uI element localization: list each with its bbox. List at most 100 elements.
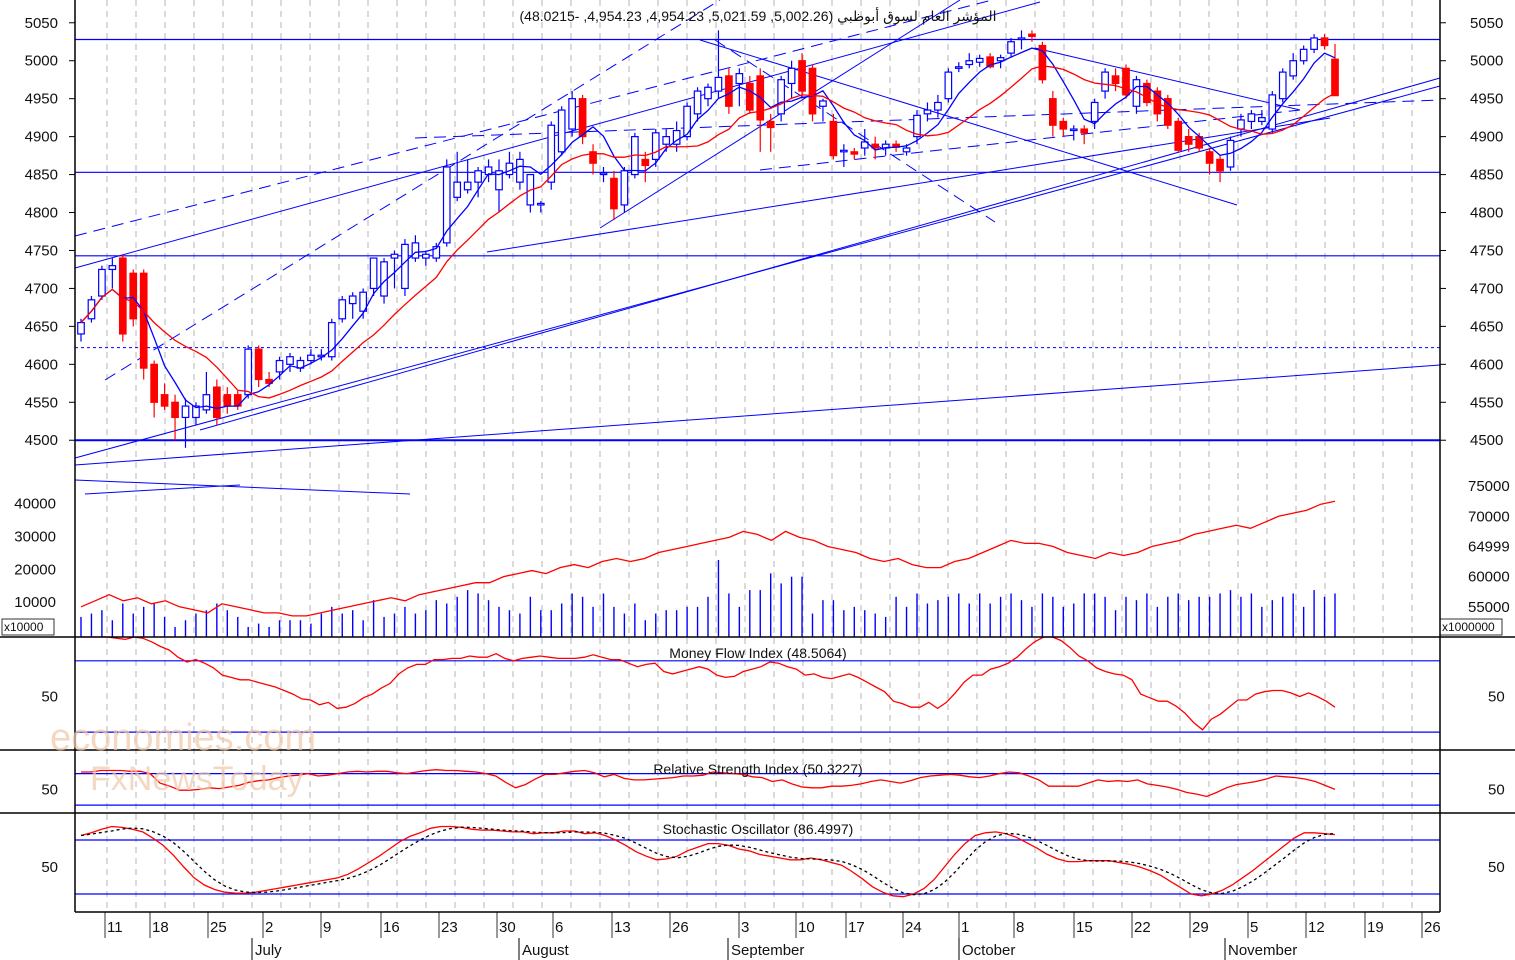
- x-day-label-23: 26: [1424, 919, 1441, 936]
- candle-body-79: [902, 147, 911, 153]
- candle-body-120: [1331, 58, 1339, 97]
- candle-body-58: [683, 105, 691, 138]
- trend-line-3: [74, 0, 995, 237]
- stochastic-k-line: [80, 825, 1336, 898]
- candle-body-71: [819, 100, 827, 107]
- price-label-left-7: 4850: [25, 167, 58, 184]
- candle-body-97: [1090, 101, 1099, 123]
- level-lines: [75, 38, 1440, 895]
- volume-label-left-2: 30000: [14, 529, 56, 546]
- sto-label-left: 50: [41, 859, 58, 876]
- candle-body-11: [192, 405, 200, 419]
- candle-body-69: [798, 60, 806, 92]
- candle-body-86: [975, 57, 984, 63]
- candle-body-48: [578, 98, 587, 138]
- trend-line-8: [699, 39, 1238, 206]
- candle-body-84: [954, 66, 963, 69]
- candle-body-12: [202, 394, 211, 411]
- candle-body-104: [1163, 98, 1172, 126]
- price-label-right-0: 4500: [1470, 432, 1503, 449]
- candle-body-85: [965, 60, 974, 66]
- price-label-right-5: 4750: [1470, 242, 1503, 259]
- candle-body-87: [986, 56, 995, 68]
- scale-badge-box-right: [1439, 618, 1503, 636]
- candle-body-6: [139, 272, 148, 369]
- candle-body-99: [1111, 75, 1120, 85]
- candle-body-1: [87, 299, 96, 320]
- volume-label-left-3: 40000: [14, 496, 56, 513]
- panel-frames: [0, 0, 1515, 913]
- volume-scale-badge-left: x10000: [4, 620, 44, 634]
- candle-body-10: [181, 405, 190, 419]
- candle-body-98: [1101, 71, 1109, 92]
- candle-body-56: [662, 136, 671, 145]
- candle-body-54: [641, 158, 650, 167]
- candle-body-49: [589, 151, 597, 164]
- price-label-right-9: 4950: [1470, 91, 1503, 108]
- candle-body-92: [1038, 44, 1047, 81]
- price-label-left-11: 5050: [25, 15, 58, 32]
- x-day-label-9: 13: [614, 919, 631, 936]
- candle-body-64: [745, 82, 754, 111]
- price-label-right-4: 4700: [1470, 280, 1503, 297]
- candle-body-115: [1278, 71, 1287, 100]
- x-day-label-20: 5: [1250, 919, 1258, 936]
- candle-body-109: [1216, 158, 1224, 172]
- candle-body-106: [1184, 136, 1193, 145]
- candle-body-44: [536, 202, 545, 206]
- candle-body-19: [275, 359, 284, 373]
- trend-line-2: [74, 1, 1041, 269]
- x-day-label-11: 3: [741, 919, 749, 936]
- price-label-left-5: 4750: [25, 242, 58, 259]
- candle-body-63: [735, 73, 744, 85]
- candle-body-57: [672, 129, 681, 145]
- candle-body-33: [422, 253, 430, 259]
- volume-label-right-2: 64999: [1468, 538, 1510, 555]
- trend-lines: [74, 0, 1441, 495]
- candle-body-82: [934, 101, 942, 111]
- x-day-label-18: 22: [1134, 919, 1151, 936]
- candle-body-119: [1320, 37, 1329, 47]
- x-day-label-4: 9: [323, 919, 331, 936]
- candle-body-40: [495, 170, 503, 191]
- candle-body-60: [704, 86, 712, 100]
- axis-labels: 4500 4500 4550 4550 4600 4600 4650 4650 4700 4700…: [1, 15, 1510, 959]
- titles: المؤشر العام لسوق أبوظبي (5,002.26, 5,02…: [520, 7, 997, 837]
- price-label-right-10: 5000: [1470, 53, 1503, 70]
- trend-line-5: [199, 77, 1441, 431]
- x-day-label-1: 18: [152, 919, 169, 936]
- stochastic-d-line: [80, 826, 1336, 896]
- price-label-right-2: 4600: [1470, 356, 1503, 373]
- price-label-left-9: 4950: [25, 91, 58, 108]
- candle-body-20: [286, 356, 294, 365]
- candle-body-45: [547, 124, 556, 183]
- candle-body-26: [348, 295, 357, 305]
- candle-body-66: [766, 120, 775, 129]
- candle-body-9: [171, 401, 179, 419]
- candle-body-34: [432, 246, 441, 259]
- candle-body-5: [129, 272, 138, 320]
- candle-body-76: [871, 143, 880, 149]
- candle-body-32: [411, 242, 420, 259]
- candle-body-27: [359, 291, 367, 312]
- price-label-right-11: 5050: [1470, 15, 1503, 32]
- x-day-label-8: 6: [555, 919, 563, 936]
- trend-line-9: [714, 39, 996, 223]
- candle-body-89: [1007, 41, 1015, 54]
- trend-line-12: [74, 479, 411, 495]
- x-day-label-13: 17: [848, 919, 865, 936]
- x-day-label-17: 15: [1076, 919, 1093, 936]
- candle-body-0: [77, 321, 85, 335]
- candle-body-80: [913, 114, 921, 138]
- rsi-title: Relative Strength Index (50.3227): [653, 761, 862, 777]
- candle-body-51: [610, 177, 618, 210]
- watermark: economies.com FxNewsToday: [50, 717, 316, 798]
- watermark-line2: FxNewsToday: [90, 760, 304, 798]
- price-label-right-3: 4650: [1470, 318, 1503, 335]
- candle-body-31: [401, 243, 409, 290]
- candle-body-52: [620, 170, 629, 206]
- candle-body-70: [808, 67, 817, 115]
- candle-body-100: [1122, 67, 1130, 96]
- x-day-label-5: 16: [383, 919, 400, 936]
- volume-label-left-1: 20000: [14, 561, 56, 578]
